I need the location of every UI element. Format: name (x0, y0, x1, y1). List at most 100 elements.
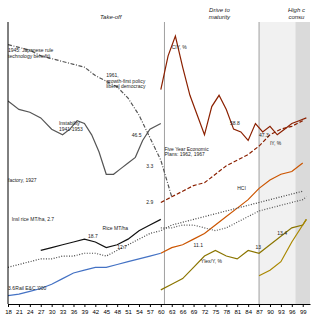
stage-label-line: Drive to (209, 7, 230, 13)
shaded-region (259, 22, 295, 304)
x-tick-label: 99 (300, 309, 307, 315)
annotation: 1961,growth-first policyliberal democrac… (106, 72, 146, 89)
plot-area (8, 22, 310, 304)
x-tick: 39 (82, 304, 89, 315)
annotation: IY, % (270, 140, 282, 146)
x-tick: 18 (5, 304, 12, 315)
x-tick-mark (226, 304, 227, 307)
x-tick-label: 45 (103, 309, 110, 315)
series-line (259, 219, 306, 275)
annotation-line: Ylex/Y, % (201, 258, 223, 264)
annotation: Five Year EconomicPlans: 1962, 1967 (164, 146, 209, 158)
x-tick-label: 24 (27, 309, 34, 315)
x-tick-label: 75 (213, 309, 220, 315)
x-tick: 69 (191, 304, 198, 315)
x-tick: 78 (223, 304, 230, 315)
annotation-line: IY, % (270, 140, 282, 146)
x-tick: 54 (136, 304, 143, 315)
x-tick: 24 (27, 304, 34, 315)
annotation-line: technology benefit) (8, 53, 51, 59)
x-tick-label: 54 (136, 309, 143, 315)
series-line (41, 219, 161, 250)
annotation-line: Insl rice MT/ha, 2.7 (12, 216, 55, 222)
annotation-line: 12.7 (117, 244, 127, 250)
annotation: 13 (255, 244, 261, 250)
x-tick: 36 (71, 304, 78, 315)
annotation-line: 18.7 (88, 233, 98, 239)
annotation: 18.7 (88, 233, 98, 239)
annotation-line: 3.6 (8, 285, 15, 291)
annotation: 1945: Japanese ruletechnology benefit) (8, 47, 54, 59)
x-tick-mark (161, 304, 162, 307)
x-tick: 87 (256, 304, 263, 315)
annotation: Rail E&C '000 (15, 285, 46, 291)
annotation-line: 11.1 (194, 242, 204, 248)
series-line (8, 45, 172, 197)
annotation: 46.5 (132, 132, 142, 138)
annotations: 1945: Japanese ruletechnology benefit) 19… (8, 44, 287, 291)
x-tick: 60 (158, 304, 165, 315)
x-tick-mark (128, 304, 129, 307)
x-tick: 84 (245, 304, 252, 315)
x-tick-mark (237, 304, 238, 307)
x-tick-label: 18 (5, 309, 12, 315)
x-tick-mark (183, 304, 184, 307)
x-tick: 33 (60, 304, 67, 315)
x-tick-mark (150, 304, 151, 307)
x-tick-label: 69 (191, 309, 198, 315)
chart: 1821242730333639424548515457606366697275… (0, 0, 320, 320)
x-tick: 72 (202, 304, 209, 315)
stage-label-line: consu (288, 14, 305, 20)
series-line (161, 36, 307, 140)
x-tick-mark (8, 304, 9, 307)
annotation: Insl rice MT/ha, 2.7 (12, 216, 55, 222)
x-tick: 42 (92, 304, 99, 315)
annotation: Ylex/Y, % (201, 258, 223, 264)
x-tick: 93 (278, 304, 285, 315)
annotation-line: 46.5 (132, 132, 142, 138)
annotation: 3.3 (146, 163, 153, 169)
x-tick: 99 (300, 304, 307, 315)
x-tick-label: 81 (234, 309, 241, 315)
x-tick: 66 (180, 304, 187, 315)
annotation-line: 2.9 (146, 199, 153, 205)
x-tick-label: 78 (223, 309, 230, 315)
y-axis-line (8, 22, 9, 304)
x-tick-mark (292, 304, 293, 307)
annotation-line: Rail E&C '000 (15, 285, 46, 291)
stage-label-line: maturity (209, 14, 231, 20)
x-tick: 21 (16, 304, 23, 315)
x-tick-label: 66 (180, 309, 187, 315)
x-tick-label: 33 (60, 309, 67, 315)
x-tick-label: 72 (202, 309, 209, 315)
x-tick: 51 (125, 304, 132, 315)
x-tick-mark (270, 304, 271, 307)
x-tick-mark (95, 304, 96, 307)
x-tick-mark (41, 304, 42, 307)
x-tick-label: 21 (16, 309, 23, 315)
x-tick-mark (52, 304, 53, 307)
annotation-line: HCI (237, 185, 246, 191)
x-tick-label: 60 (158, 309, 165, 315)
stage-label-line: Take-off (100, 14, 123, 20)
x-tick-label: 90 (267, 309, 274, 315)
x-tick-mark (84, 304, 85, 307)
x-tick-label: 36 (71, 309, 78, 315)
x-tick-mark (303, 304, 304, 307)
annotation: 3.6 (8, 285, 15, 291)
x-tick-label: 96 (289, 309, 296, 315)
x-tick: 63 (169, 304, 176, 315)
x-tick: 96 (289, 304, 296, 315)
annotation: 47.3 (259, 132, 269, 138)
series-line (8, 253, 161, 295)
annotation: 11.1 (194, 242, 204, 248)
stage-label-line: High c (288, 7, 305, 13)
x-tick-mark (194, 304, 195, 307)
annotation-line: 13 (255, 244, 261, 250)
annotation-line: CIY, % (172, 44, 187, 50)
annotation: Instability1941-1953 (59, 120, 83, 132)
annotation: factory, 1927 (8, 177, 37, 183)
x-axis: 1821242730333639424548515457606366697275… (5, 304, 310, 315)
x-tick: 45 (103, 304, 110, 315)
x-tick-mark (204, 304, 205, 307)
